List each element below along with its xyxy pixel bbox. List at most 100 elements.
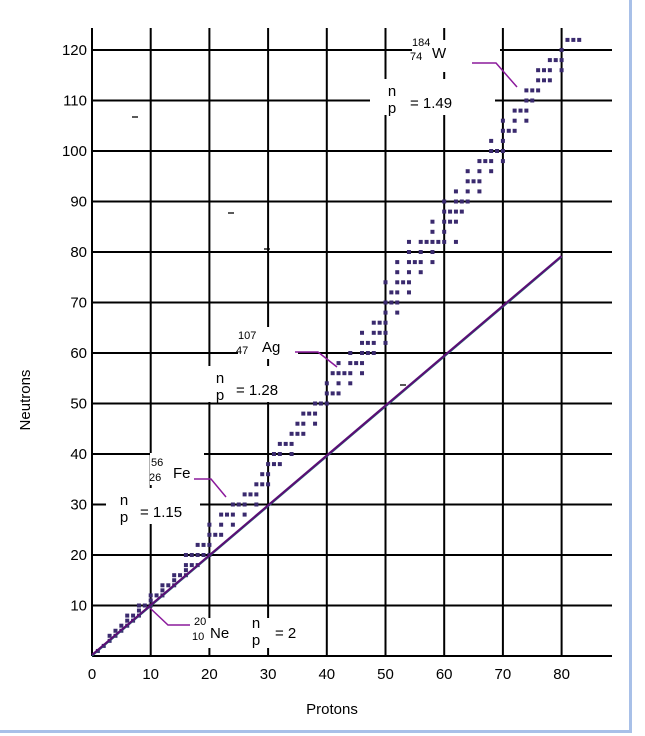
ratio-value: = 2 <box>275 625 296 642</box>
nuclide-point <box>360 361 365 366</box>
x-tick-label: 40 <box>318 666 335 683</box>
nuclide-point <box>512 108 517 113</box>
nuclide-point <box>242 492 247 497</box>
nuclide-point <box>448 209 453 214</box>
y-tick-label: 110 <box>63 93 87 110</box>
nuclide-point <box>266 482 271 487</box>
nuclide-point <box>383 330 388 335</box>
nuclide-point <box>506 128 511 133</box>
nuclide-point <box>136 603 141 608</box>
nuclide-point <box>395 300 400 305</box>
nuclide-point <box>313 421 318 426</box>
nuclide-point <box>448 219 453 224</box>
nuclide-point <box>189 553 194 557</box>
nuclide-point <box>430 260 435 265</box>
plot-frame <box>91 28 612 657</box>
nuclide-point <box>348 351 353 355</box>
nuclide-point <box>477 169 482 174</box>
x-tick-label: 20 <box>201 666 218 683</box>
nuclide-point <box>324 381 329 386</box>
nuclide-point <box>142 603 147 608</box>
nuclide-point <box>271 452 276 456</box>
nuclide-point <box>442 239 447 244</box>
x-tick-label: 50 <box>377 666 394 683</box>
nuclide-point <box>248 492 253 497</box>
nuclide-mass-number: 184 <box>412 37 430 49</box>
annotation-leader-line <box>472 62 518 88</box>
nuclide-atomic-number: 26 <box>149 472 161 484</box>
ratio-denominator: p <box>216 387 224 404</box>
x-tick-label: 70 <box>495 666 512 683</box>
nuclide-point <box>330 371 335 376</box>
nuclide-point <box>207 542 212 547</box>
y-tick-label: 20 <box>70 547 87 564</box>
nuclide-point <box>383 280 388 285</box>
nuclide-mass-number: 107 <box>238 330 256 342</box>
nuclide-point <box>524 88 529 93</box>
nuclide-point <box>318 401 323 406</box>
nuclide-point <box>307 411 312 416</box>
nuclide-point <box>418 239 423 244</box>
ratio-value: = 1.28 <box>236 382 278 399</box>
nuclide-point <box>500 128 505 133</box>
nuclide-point <box>489 159 494 164</box>
nuclide-point <box>160 583 165 588</box>
nuclide-point <box>430 229 435 234</box>
nuclide-atomic-number: 47 <box>236 345 248 357</box>
nuclide-point <box>453 219 458 224</box>
nuclide-point <box>107 633 112 638</box>
nuclide-point <box>266 472 271 477</box>
nuclide-symbol: Ne <box>210 625 229 642</box>
nuclide-point <box>178 573 183 578</box>
nuclide-point <box>154 593 159 598</box>
nuclide-point <box>230 512 235 517</box>
nuclide-point <box>453 199 458 204</box>
nuclide-point <box>536 88 541 93</box>
nuclide-point <box>354 361 359 366</box>
tick-labels: 0 10 20 30 40 50 60 70 80 10 20 30 40 50 60 70 80 90 100 11… <box>62 42 570 683</box>
nuclide-point <box>289 441 294 446</box>
nuclide-point <box>283 441 288 446</box>
nuclide-point <box>277 452 282 456</box>
annotation-symbol-backdrop <box>165 618 319 648</box>
nuclide-point <box>172 573 177 578</box>
nuclide-point <box>277 462 282 467</box>
nuclide-point <box>406 280 411 285</box>
nuclide-point <box>389 300 394 305</box>
nuclide-point <box>500 118 505 123</box>
annotation-ratio-backdrop <box>198 366 310 402</box>
nuclide-point <box>260 482 265 487</box>
nuclide-point <box>172 578 177 583</box>
x-tick-label: 10 <box>142 666 159 683</box>
ratio-denominator: p <box>388 100 396 117</box>
nuclide-point <box>418 260 423 265</box>
nuclide-point <box>377 330 382 335</box>
nuclide-point <box>148 593 153 598</box>
nuclide-point <box>524 118 529 123</box>
nuclide-point <box>348 381 353 386</box>
nuclide-atomic-number: 10 <box>192 631 204 643</box>
nuclide-point <box>301 421 306 426</box>
nuclide-point <box>201 542 206 547</box>
nuclide-point <box>383 320 388 325</box>
nuclide-point <box>119 623 124 628</box>
nuclide-point <box>365 340 370 345</box>
nuclide-point <box>383 310 388 315</box>
x-tick-label: 60 <box>436 666 453 683</box>
nuclide-point <box>442 219 447 224</box>
nuclide-point <box>365 351 370 355</box>
nuclide-point <box>512 128 517 133</box>
annotation-ratio-backdrop <box>370 79 495 115</box>
nuclide-point <box>465 199 470 204</box>
nuclide-point <box>207 532 212 537</box>
ratio-value: = 1.15 <box>140 504 182 521</box>
nuclide-point <box>360 351 365 355</box>
nuclide-point <box>465 179 470 184</box>
nuclide-point <box>512 118 517 123</box>
y-tick-label: 90 <box>70 194 87 211</box>
y-tick-label: 80 <box>70 244 87 261</box>
y-tick-label: 10 <box>70 598 87 615</box>
nuclide-point <box>342 371 347 376</box>
nuclide-point <box>254 492 259 497</box>
annotation-symbol-backdrop <box>412 40 500 72</box>
